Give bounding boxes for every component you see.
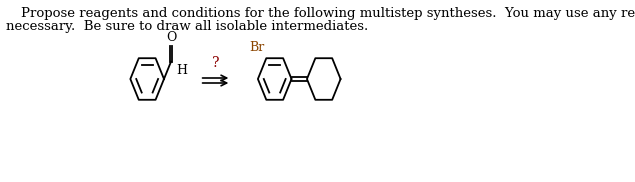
Text: necessary.  Be sure to draw all isolable intermediates.: necessary. Be sure to draw all isolable … [6, 20, 368, 33]
Text: H: H [177, 64, 187, 77]
Text: ?: ? [211, 56, 219, 70]
Text: Propose reagents and conditions for the following multistep syntheses.  You may : Propose reagents and conditions for the … [21, 7, 635, 20]
Text: O: O [166, 31, 176, 44]
Text: Br: Br [250, 41, 265, 54]
